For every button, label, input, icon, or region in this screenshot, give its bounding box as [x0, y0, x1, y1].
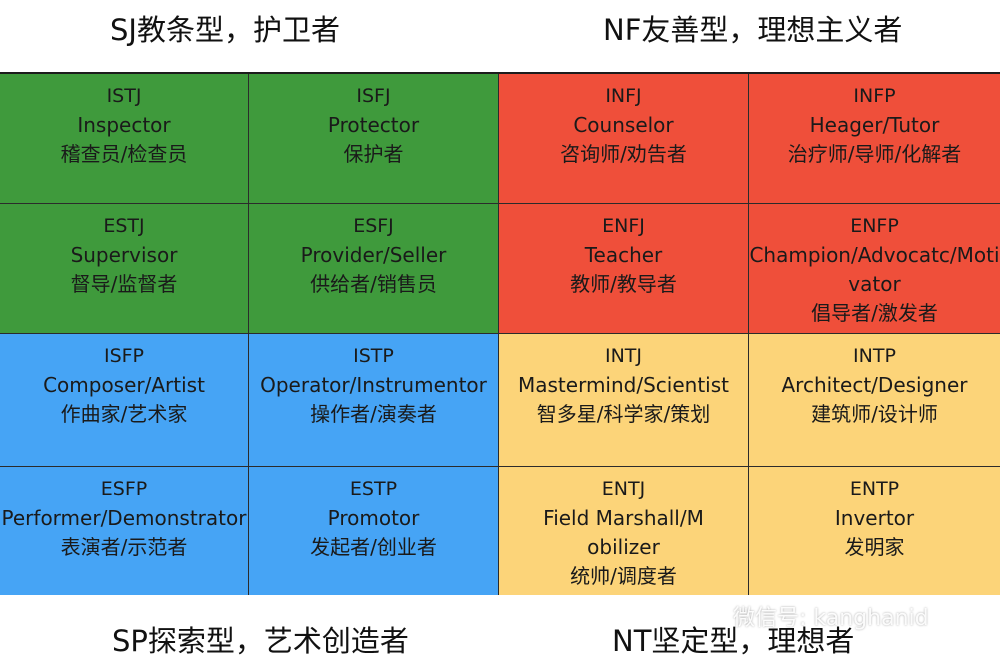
cell-intj: INTJ Mastermind/Scientist 智多星/科学家/策划 — [499, 334, 749, 467]
role-zh: 统帅/调度者 — [570, 564, 677, 588]
cell-infj: INFJ Counselor 咨询师/劝告者 — [499, 74, 749, 204]
role-zh: 发明家 — [844, 535, 905, 559]
role-en: Supervisor — [70, 243, 178, 267]
cell-infp: INFP Heager/Tutor 治疗师/导师/化解者 — [749, 74, 1000, 204]
cell-isfp: ISFP Composer/Artist 作曲家/艺术家 — [0, 334, 249, 467]
role-en: Protector — [327, 113, 420, 137]
role-zh: 倡导者/激发者 — [811, 301, 938, 325]
role-zh: 教师/教导者 — [570, 272, 677, 296]
type-code: ENFP — [850, 215, 899, 237]
role-zh: 供给者/销售员 — [310, 272, 437, 296]
type-code: ISTJ — [106, 85, 142, 107]
role-en: Field Marshall/Mobilizer — [543, 506, 704, 559]
role-en: Champion/Advocatc/Motivator — [749, 243, 1000, 296]
type-code: INTP — [853, 345, 896, 367]
cell-esfj: ESFJ Provider/Seller 供给者/销售员 — [249, 204, 499, 334]
role-en: Composer/Artist — [43, 373, 205, 397]
mbti-grid: ISTJ Inspector 稽查员/检查员 ISFJ Protector 保护… — [0, 72, 1000, 595]
watermark: 微信号: kanghanid — [697, 601, 977, 631]
cell-estj: ESTJ Supervisor 督导/监督者 — [0, 204, 249, 334]
type-code: ISFP — [103, 345, 145, 367]
role-en: Teacher — [584, 243, 663, 267]
type-code: INFJ — [605, 85, 642, 107]
header-nf: NF友善型，理想主义者 — [603, 13, 903, 47]
watermark-text: 微信号: kanghanid — [733, 606, 929, 631]
role-zh: 督导/监督者 — [70, 272, 178, 296]
header-nt: NT坚定型，理想者 — [612, 624, 855, 658]
type-code: ENTJ — [601, 478, 646, 500]
cell-entj: ENTJ Field Marshall/Mobilizer 统帅/调度者 — [499, 467, 749, 595]
role-zh: 咨询师/劝告者 — [560, 142, 687, 166]
role-en: Promotor — [327, 506, 420, 530]
cell-istp: ISTP Operator/Instrumentor 操作者/演奏者 — [249, 334, 499, 467]
cell-esfp: ESFP Performer/Demonstrator 表演者/示范者 — [0, 467, 249, 595]
cell-istj: ISTJ Inspector 稽查员/检查员 — [0, 74, 249, 204]
type-code: ESFP — [100, 478, 148, 500]
cell-entp: ENTP Invertor 发明家 — [749, 467, 1000, 595]
type-code: ESFJ — [353, 215, 394, 237]
header-sp: SP探索型，艺术创造者 — [112, 624, 409, 658]
role-zh: 建筑师/设计师 — [811, 402, 938, 426]
role-zh: 表演者/示范者 — [60, 535, 188, 559]
role-en: Inspector — [77, 113, 171, 137]
role-zh: 发起者/创业者 — [310, 535, 437, 559]
cell-isfj: ISFJ Protector 保护者 — [249, 74, 499, 204]
type-code: ENTP — [849, 478, 900, 500]
type-code: INTJ — [604, 345, 643, 367]
role-zh: 保护者 — [343, 142, 404, 166]
role-zh: 智多星/科学家/策划 — [536, 402, 711, 426]
type-code: ESTP — [349, 478, 398, 500]
type-code: ISFJ — [356, 85, 391, 107]
role-en: Counselor — [573, 113, 674, 137]
role-zh: 作曲家/艺术家 — [60, 402, 188, 426]
role-en: Invertor — [834, 506, 915, 530]
cell-enfp: ENFP Champion/Advocatc/Motivator 倡导者/激发者 — [749, 204, 1000, 334]
role-en: Architect/Designer — [781, 373, 968, 397]
role-en: Operator/Instrumentor — [260, 373, 487, 397]
role-zh: 操作者/演奏者 — [310, 402, 437, 426]
header-sj: SJ教条型，护卫者 — [110, 13, 340, 47]
type-code: ISTP — [353, 345, 394, 367]
role-en: Provider/Seller — [300, 243, 447, 267]
type-code: ESTJ — [103, 215, 145, 237]
wechat-icon — [697, 600, 727, 632]
type-code: INFP — [853, 85, 896, 107]
role-en: Heager/Tutor — [809, 113, 940, 137]
cell-estp: ESTP Promotor 发起者/创业者 — [249, 467, 499, 595]
role-zh: 治疗师/导师/化解者 — [787, 142, 962, 166]
cell-enfj: ENFJ Teacher 教师/教导者 — [499, 204, 749, 334]
type-code: ENFJ — [602, 215, 645, 237]
role-zh: 稽查员/检查员 — [60, 142, 188, 166]
role-en: Performer/Demonstrator — [1, 506, 247, 530]
role-en: Mastermind/Scientist — [518, 373, 729, 397]
cell-intp: INTP Architect/Designer 建筑师/设计师 — [749, 334, 1000, 467]
